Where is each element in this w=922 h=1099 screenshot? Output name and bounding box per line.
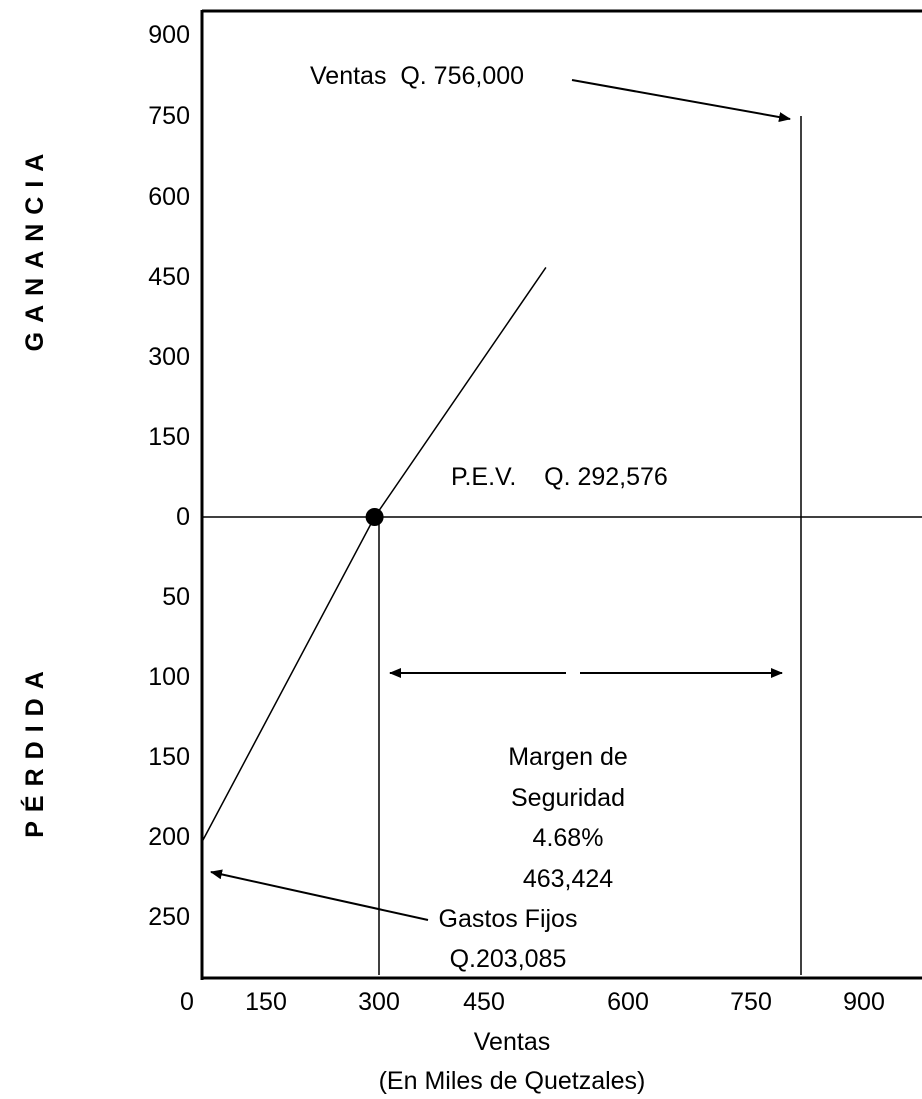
y-tick-label: 300 [148,343,190,371]
perdida-side-label: PÉRDIDA [20,662,49,838]
gastos-fijos-line-1: Gastos Fijos [439,905,578,933]
x-tick-label: 750 [730,988,772,1016]
x-axis-subtitle: (En Miles de Quetzales) [379,1067,646,1095]
y-tick-label: 150 [148,743,190,771]
y-tick-label: 450 [148,263,190,291]
x-tick-label: 600 [607,988,649,1016]
y-tick-label: 600 [148,183,190,211]
gastos-fijos-arrow [210,869,429,921]
margen-percent: 4.68% [533,824,604,852]
ganancia-side-label: GANANCIA [21,145,49,352]
pev-annotation: P.E.V. Q. 292,576 [451,463,668,491]
break-even-point-marker [365,508,384,526]
y-tick-label: 150 [148,423,190,451]
y-tick-label: 900 [148,21,190,49]
x-axis-title: Ventas [474,1028,550,1056]
gastos-fijos-line-2: Q.203,085 [450,945,567,973]
ventas-arrow [571,79,791,122]
y-tick-label: 200 [148,823,190,851]
x-tick-label: 300 [358,988,400,1016]
y-tick-label: 0 [176,503,190,531]
y-tick-label: 100 [148,663,190,691]
margen-line-1: Margen de [508,743,628,771]
y-tick-label: 250 [148,903,190,931]
margen-line-2: Seguridad [511,784,625,812]
ventas-annotation: Ventas Q. 756,000 [310,62,524,90]
y-tick-label: 750 [148,102,190,130]
x-tick-label: 450 [463,988,505,1016]
profit-line [201,266,547,843]
x-tick-label: 150 [245,988,287,1016]
margen-value: 463,424 [523,865,613,893]
y-tick-label: 50 [162,583,190,611]
x-tick-label: 0 [180,988,194,1016]
x-tick-label: 900 [843,988,885,1016]
